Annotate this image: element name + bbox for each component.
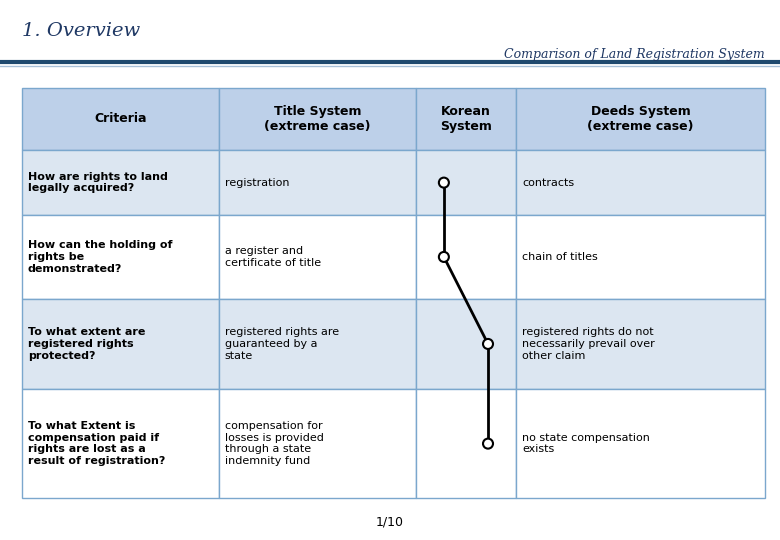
Text: How are rights to land
legally acquired?: How are rights to land legally acquired? (28, 172, 168, 193)
Text: Deeds System
(extreme case): Deeds System (extreme case) (587, 105, 693, 133)
Text: 1. Overview: 1. Overview (22, 22, 140, 40)
Bar (219, 150, 416, 215)
Circle shape (439, 178, 448, 187)
Circle shape (483, 438, 493, 449)
Text: Criteria: Criteria (94, 112, 147, 125)
Bar (219, 88, 416, 150)
Text: a register and
certificate of title: a register and certificate of title (225, 246, 321, 268)
Text: Title System
(extreme case): Title System (extreme case) (264, 105, 370, 133)
Text: 1/10: 1/10 (376, 516, 404, 529)
Text: To what extent are
registered rights
protected?: To what extent are registered rights pro… (28, 327, 145, 361)
Bar (22, 299, 219, 389)
Bar (416, 389, 516, 498)
Bar (416, 88, 516, 150)
Text: chain of titles: chain of titles (522, 252, 597, 262)
Circle shape (439, 252, 448, 262)
Bar (22, 215, 219, 299)
Text: registration: registration (225, 178, 289, 187)
Bar (22, 88, 219, 150)
Bar (219, 389, 416, 498)
Bar (416, 299, 516, 389)
Text: registered rights are
guaranteed by a
state: registered rights are guaranteed by a st… (225, 327, 339, 361)
Text: contracts: contracts (522, 178, 574, 187)
Bar (516, 150, 765, 215)
Bar (22, 150, 219, 215)
Text: registered rights do not
necessarily prevail over
other claim: registered rights do not necessarily pre… (522, 327, 655, 361)
Text: Comparison of Land Registration System: Comparison of Land Registration System (504, 48, 765, 61)
Bar (22, 389, 219, 498)
Bar (219, 299, 416, 389)
Text: How can the holding of
rights be
demonstrated?: How can the holding of rights be demonst… (28, 240, 172, 274)
Text: Korean
System: Korean System (440, 105, 492, 133)
Bar (219, 215, 416, 299)
Bar (516, 389, 765, 498)
Text: compensation for
losses is provided
through a state
indemnity fund: compensation for losses is provided thro… (225, 421, 324, 466)
Bar (516, 88, 765, 150)
Bar (516, 299, 765, 389)
Bar (416, 150, 516, 215)
Bar (416, 215, 516, 299)
Text: To what Extent is
compensation paid if
rights are lost as a
result of registrati: To what Extent is compensation paid if r… (28, 421, 165, 466)
Bar (516, 215, 765, 299)
Text: no state compensation
exists: no state compensation exists (522, 433, 650, 455)
Circle shape (483, 339, 493, 349)
